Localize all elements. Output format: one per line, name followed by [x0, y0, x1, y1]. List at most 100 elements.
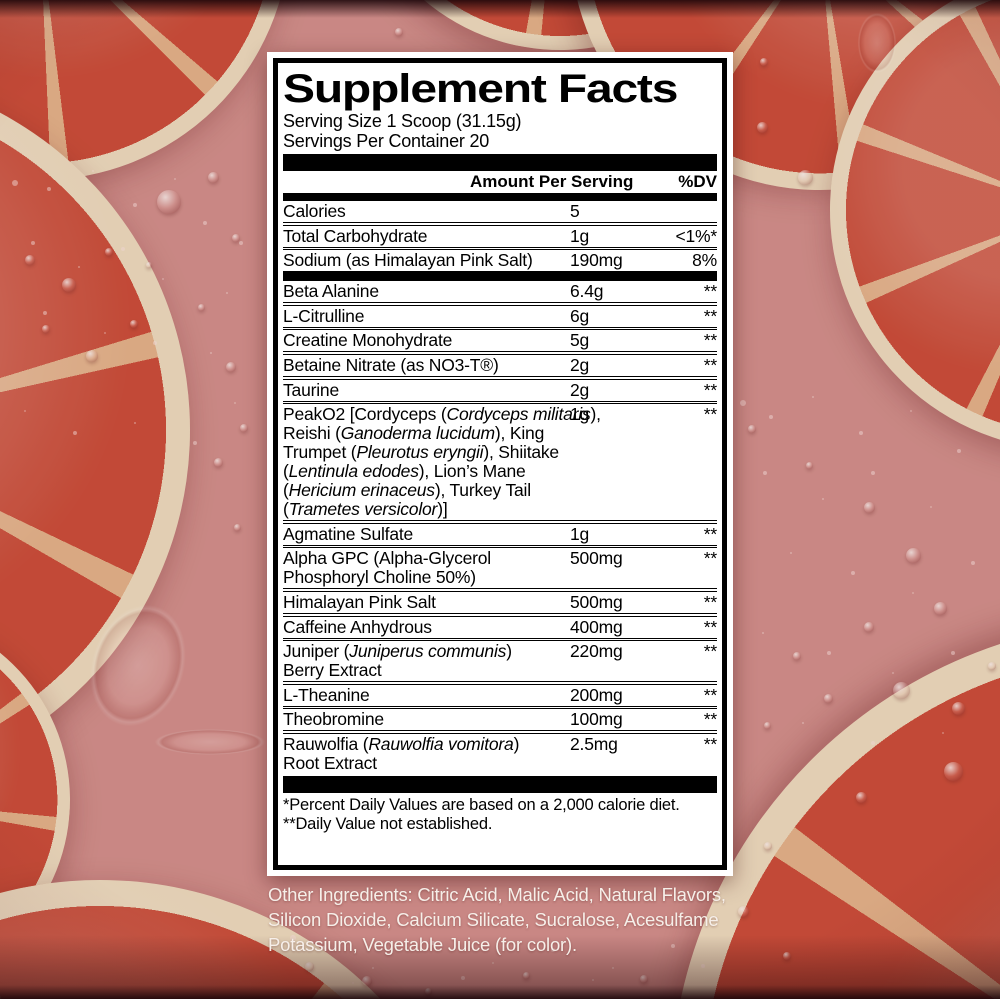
nutrient-row: Beta Alanine 6.4g ** — [283, 281, 717, 302]
other-ingredients: Other Ingredients: Citric Acid, Malic Ac… — [268, 884, 726, 955]
water-droplet — [146, 262, 152, 268]
nutrient-name: L-Theanine — [283, 684, 370, 705]
nutrient-name: Calories — [283, 201, 346, 221]
nutrient-amount: 200mg — [570, 684, 623, 705]
nutrient-dv: ** — [703, 733, 717, 754]
divider-bar-thick — [283, 154, 717, 171]
nutrient-name: Himalayan Pink Salt — [283, 591, 436, 612]
nutrient-dv: ** — [703, 404, 717, 425]
water-droplet — [864, 502, 875, 513]
water-droplet — [906, 548, 921, 563]
nutrient-amount: 100mg — [570, 709, 623, 730]
nutrient-row: Calories 5 — [283, 201, 717, 222]
nutrient-row: Himalayan Pink Salt 500mg ** — [283, 592, 717, 613]
water-droplet — [198, 304, 205, 311]
nutrient-name: Theobromine — [283, 709, 384, 730]
water-droplet — [783, 952, 791, 960]
nutrient-name: PeakO2 [Cordyceps (Cordyceps militaris),… — [283, 404, 601, 520]
nutrient-amount: 500mg — [570, 548, 623, 569]
nutrient-row: Taurine 2g ** — [283, 380, 717, 401]
nutrient-dv: ** — [703, 281, 717, 302]
nutrient-amount: 190mg — [570, 250, 623, 271]
nutrient-dv: ** — [703, 709, 717, 730]
column-header-row: Amount Per Serving %DV — [283, 171, 717, 193]
water-droplet — [214, 458, 223, 467]
nutrient-name: L-Citrulline — [283, 305, 365, 326]
row-separator — [283, 375, 717, 380]
row-separator — [283, 520, 717, 524]
water-droplet — [748, 425, 756, 433]
row-separator — [283, 588, 717, 592]
footnote-dv-not-established: **Daily Value not established. — [283, 814, 493, 833]
nutrient-dv: <1%* — [675, 225, 717, 246]
row-separator — [283, 544, 717, 549]
water-droplet — [793, 652, 801, 660]
divider-bar-thick — [283, 775, 717, 793]
water-droplet — [760, 58, 768, 66]
water-droplet — [764, 842, 772, 850]
water-droplet — [640, 975, 648, 983]
nutrient-dv: ** — [703, 616, 717, 637]
nutrient-dv: 8% — [692, 250, 717, 271]
water-droplet — [130, 320, 138, 328]
water-droplet — [305, 962, 314, 971]
nutrient-name: Caffeine Anhydrous — [283, 616, 432, 637]
nutrient-name: Total Carbohydrate — [283, 225, 428, 246]
water-droplet — [952, 702, 965, 715]
nutrient-name: Beta Alanine — [283, 281, 379, 302]
nutrient-amount: 5g — [570, 330, 590, 351]
nutrient-amount: 2g — [570, 354, 590, 375]
water-droplet — [523, 972, 530, 979]
nutrient-dv: ** — [703, 641, 717, 662]
row-separator — [283, 246, 717, 251]
nutrient-row-rauwolfia: Rauwolfia (Rauwolfia vomitora) Root Extr… — [283, 734, 717, 774]
water-droplet — [105, 248, 113, 256]
nutrient-amount: 1g — [570, 404, 590, 425]
water-droplet — [988, 662, 996, 670]
nutrient-row-juniper: Juniper (Juniperus communis) Berry Extra… — [283, 641, 717, 681]
water-droplet — [157, 190, 181, 214]
row-separator — [283, 351, 717, 355]
row-separator — [283, 705, 717, 710]
nutrient-row: Theobromine 100mg ** — [283, 709, 717, 730]
water-droplet — [893, 682, 910, 699]
nutrient-row: Sodium (as Himalayan Pink Salt) 190mg 8% — [283, 250, 717, 271]
water-droplet — [395, 28, 403, 36]
header-dv: %DV — [678, 172, 717, 191]
nutrient-row: L-Theanine 200mg ** — [283, 685, 717, 706]
divider-bar-medium — [283, 271, 717, 282]
supplement-facts-border: Supplement Facts Serving Size 1 Scoop (3… — [273, 58, 727, 870]
water-droplet — [934, 602, 947, 615]
water-droplet-cluster — [740, 400, 746, 406]
nutrient-amount: 500mg — [570, 591, 623, 612]
nutrient-name: Alpha GPC (Alpha-Glycerol Phosphoryl Cho… — [283, 548, 491, 588]
water-droplet — [240, 424, 248, 432]
water-droplet — [425, 988, 432, 995]
water-droplet — [25, 255, 35, 265]
water-droplet — [856, 792, 867, 803]
water-droplet-cluster — [12, 180, 18, 186]
row-separator — [283, 400, 717, 405]
nutrient-dv: ** — [703, 523, 717, 544]
panel-title: Supplement Facts — [283, 67, 678, 111]
nutrient-name: Juniper (Juniperus communis) Berry Extra… — [283, 641, 512, 681]
nutrient-row: Betaine Nitrate (as NO3-T®) 2g ** — [283, 355, 717, 376]
nutrient-name: Betaine Nitrate (as NO3-T®) — [283, 354, 499, 375]
water-droplet — [232, 234, 240, 242]
row-separator — [283, 681, 717, 685]
row-separator — [283, 302, 717, 306]
nutrient-name: Agmatine Sulfate — [283, 523, 414, 544]
nutrient-dv: ** — [703, 305, 717, 326]
row-separator — [283, 612, 717, 617]
row-separator — [283, 326, 717, 331]
supplement-facts-panel: Supplement Facts Serving Size 1 Scoop (3… — [267, 52, 733, 876]
nutrient-amount: 6.4g — [570, 281, 604, 302]
footnote-daily-values: *Percent Daily Values are based on a 2,0… — [283, 795, 680, 814]
water-droplet — [824, 694, 833, 703]
nutrient-amount: 2g — [570, 379, 590, 400]
nutrient-row: Total Carbohydrate 1g <1%* — [283, 226, 717, 247]
water-droplet — [86, 350, 98, 362]
nutrient-amount: 2.5mg — [570, 733, 618, 754]
nutrient-amount: 1g — [570, 225, 590, 246]
